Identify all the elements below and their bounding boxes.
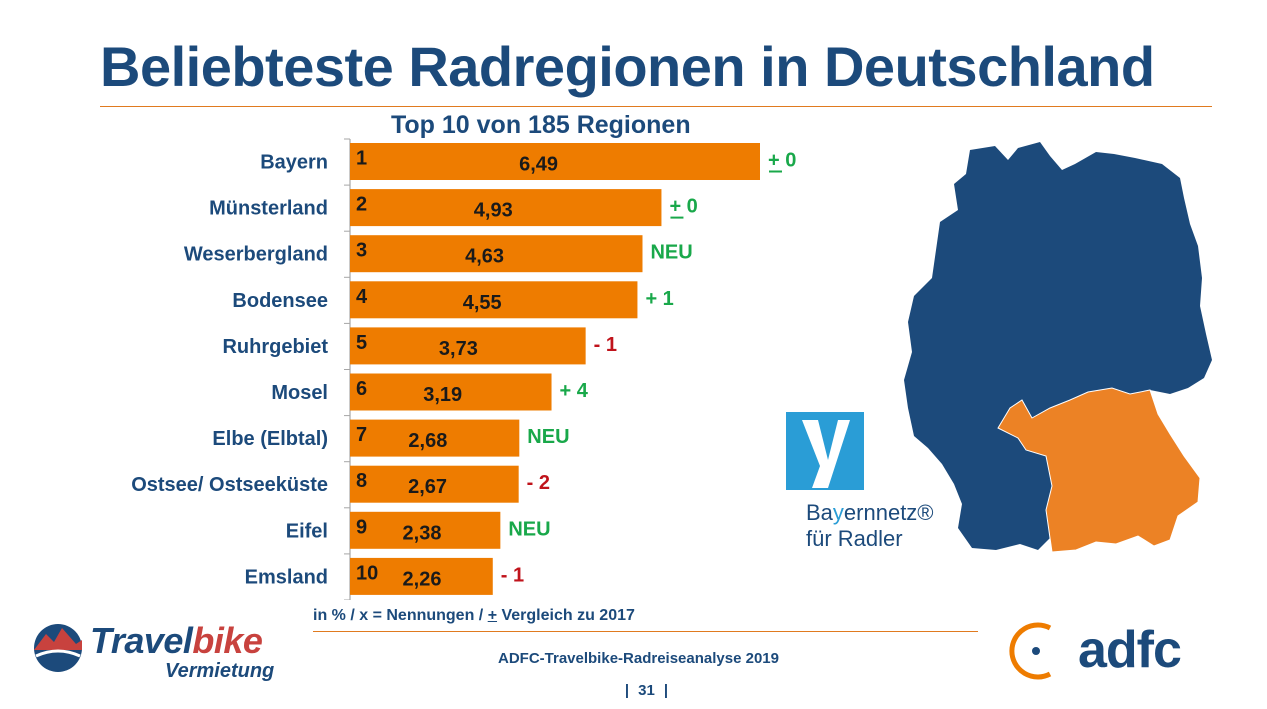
mountain-icon xyxy=(34,624,82,672)
adfc-ring-icon xyxy=(1009,622,1052,680)
value-label: 4,93 xyxy=(474,200,513,222)
change-label: + 0 xyxy=(669,196,697,218)
category-label: Emsland xyxy=(245,566,328,588)
change-label: + 0 xyxy=(768,150,796,172)
change-label: NEU xyxy=(527,426,569,448)
germany-map-icon xyxy=(904,142,1212,553)
category-label: Weserbergland xyxy=(184,244,328,266)
source-text: ADFC-Travelbike-Radreiseanalyse 2019 xyxy=(498,650,779,667)
bar xyxy=(350,373,552,411)
chart-footnote: in % / x = Nennungen / + Vergleich zu 20… xyxy=(313,607,635,624)
bar xyxy=(350,557,493,595)
category-label: Eifel xyxy=(286,520,328,542)
bavaria-region xyxy=(997,387,1201,553)
change-label: NEU xyxy=(650,242,692,264)
bar-chart: Bayern 1 6,49 + 0 Münsterland 2 4,93 + 0 Weserbe… xyxy=(131,138,796,600)
category-label: Ostsee/ Ostseeküste xyxy=(131,474,328,496)
chart-subtitle: Top 10 von 185 Regionen xyxy=(391,111,691,139)
travelbike-logo: Travelbike Vermietung xyxy=(30,620,290,688)
footer-divider xyxy=(313,631,978,632)
bayernnetz-wordmark: Bayernnetz® für Radler xyxy=(806,500,934,551)
rank-label: 6 xyxy=(356,378,367,400)
bayernnetz-logo: Bayernnetz® für Radler xyxy=(786,412,946,552)
change-label: - 1 xyxy=(594,334,617,356)
rank-label: 2 xyxy=(356,194,367,216)
rank-label: 7 xyxy=(356,424,367,446)
rank-label: 10 xyxy=(356,562,378,584)
category-label: Bayern xyxy=(260,152,328,174)
page-number: | 31 | xyxy=(624,682,669,699)
value-label: 4,63 xyxy=(465,246,504,268)
bar xyxy=(350,511,501,549)
bar xyxy=(350,143,760,180)
bayernnetz-y-icon xyxy=(786,412,864,490)
rank-label: 4 xyxy=(356,286,368,308)
value-label: 3,19 xyxy=(423,384,462,406)
bar xyxy=(350,281,638,319)
category-label: Bodensee xyxy=(232,290,328,312)
value-label: 4,55 xyxy=(463,292,502,314)
change-label: + 4 xyxy=(560,380,589,402)
bar xyxy=(350,465,519,503)
germany-region xyxy=(904,142,1212,550)
travelbike-subline: Vermietung xyxy=(165,660,275,682)
value-label: 2,68 xyxy=(408,430,447,452)
rank-label: 5 xyxy=(356,332,367,354)
category-label: Mosel xyxy=(271,382,328,404)
value-label: 2,67 xyxy=(408,476,447,498)
bar xyxy=(350,189,662,227)
category-label: Münsterland xyxy=(209,198,328,220)
rank-label: 9 xyxy=(356,516,367,538)
rank-label: 3 xyxy=(356,240,367,262)
adfc-wordmark: adfc xyxy=(1078,621,1182,679)
rank-label: 8 xyxy=(356,470,367,492)
page-title: Beliebteste Radregionen in Deutschland xyxy=(100,35,1155,98)
value-label: 3,73 xyxy=(439,338,478,360)
value-label: 2,26 xyxy=(403,568,442,590)
category-label: Ruhrgebiet xyxy=(222,336,328,358)
change-label: + 1 xyxy=(645,288,673,310)
travelbike-wordmark: Travelbike xyxy=(90,620,263,661)
title-divider xyxy=(100,106,1212,107)
category-label: Elbe (Elbtal) xyxy=(212,428,328,450)
value-label: 6,49 xyxy=(519,154,558,176)
value-label: 2,38 xyxy=(403,522,442,544)
change-label: - 2 xyxy=(527,472,550,494)
rank-label: 1 xyxy=(356,148,367,170)
bar xyxy=(350,419,520,457)
adfc-logo: adfc xyxy=(1004,620,1214,682)
change-label: - 1 xyxy=(501,564,524,586)
bar xyxy=(350,327,586,365)
change-label: NEU xyxy=(508,518,550,540)
bar xyxy=(350,235,643,273)
